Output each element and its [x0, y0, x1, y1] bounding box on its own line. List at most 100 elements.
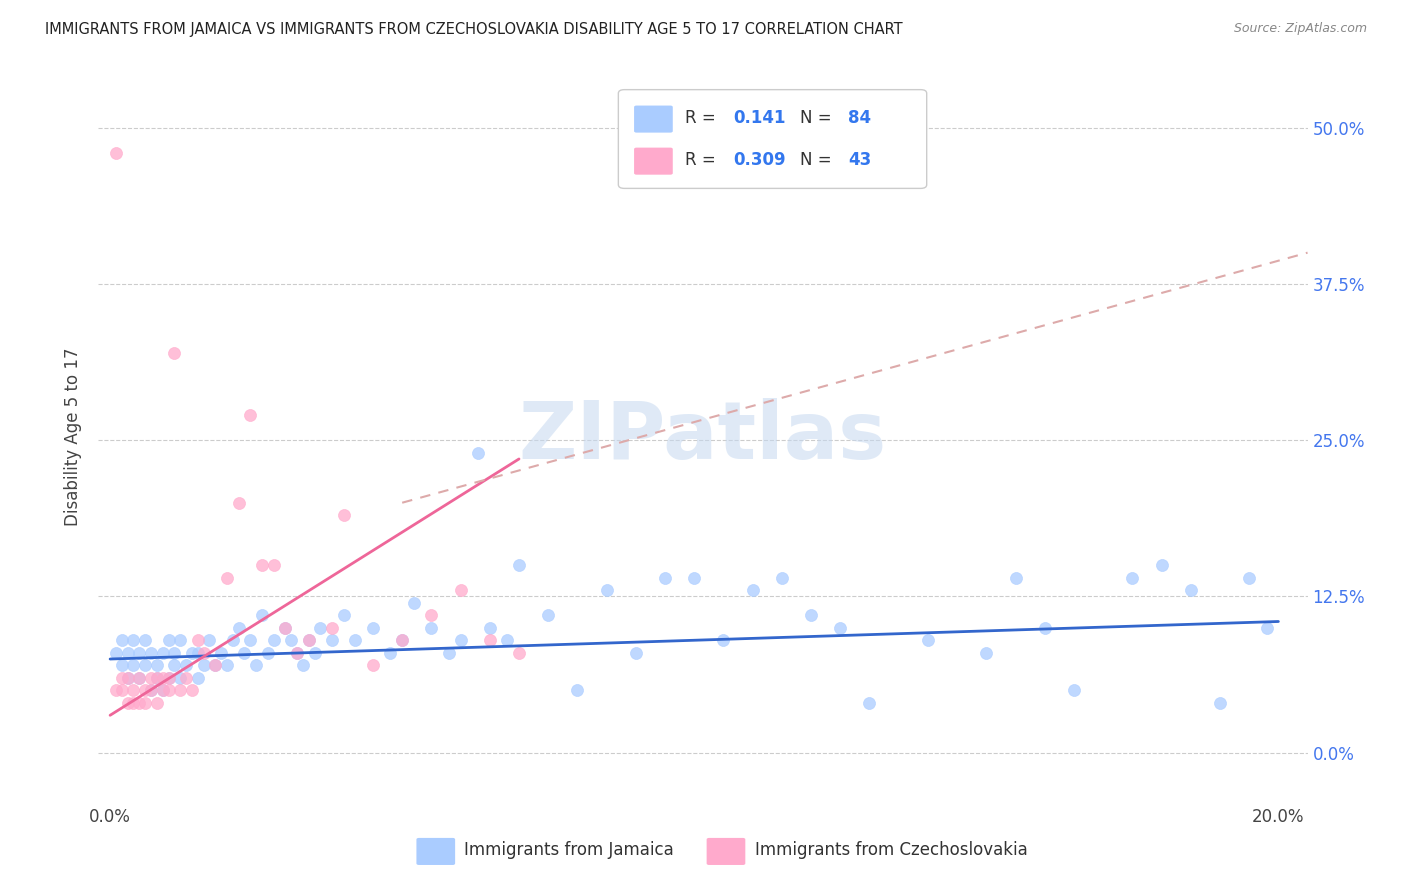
Point [174, 658, 197, 673]
Point [450, 633, 472, 648]
Point [180, 683, 202, 698]
Point [321, 621, 343, 635]
FancyBboxPatch shape [707, 838, 745, 865]
Point [111, 633, 134, 648]
Text: Immigrants from Jamaica: Immigrants from Jamaica [464, 841, 673, 859]
Point [128, 671, 150, 685]
Point [152, 683, 174, 698]
Point [228, 496, 250, 510]
Point [508, 558, 530, 573]
Point [361, 621, 384, 635]
Point [770, 571, 793, 585]
Point [450, 583, 472, 598]
Point [285, 646, 308, 660]
Point [1004, 571, 1026, 585]
Point [187, 671, 209, 685]
Point [858, 696, 880, 710]
Point [654, 571, 676, 585]
Point [117, 671, 139, 685]
Point [134, 633, 156, 648]
Point [1256, 621, 1278, 635]
Point [111, 658, 134, 673]
Point [215, 571, 238, 585]
Text: 43: 43 [848, 151, 872, 169]
Point [274, 621, 297, 635]
Text: IMMIGRANTS FROM JAMAICA VS IMMIGRANTS FROM CZECHOSLOVAKIA DISABILITY AGE 5 TO 17: IMMIGRANTS FROM JAMAICA VS IMMIGRANTS FR… [45, 22, 903, 37]
Point [163, 658, 186, 673]
Point [134, 683, 156, 698]
Point [437, 646, 460, 660]
Point [1209, 696, 1232, 710]
Point [169, 671, 191, 685]
Point [800, 608, 823, 623]
Point [117, 646, 139, 660]
Point [104, 683, 127, 698]
Point [204, 658, 226, 673]
Point [169, 633, 191, 648]
Point [280, 633, 302, 648]
Point [321, 633, 343, 648]
FancyBboxPatch shape [619, 90, 927, 188]
Point [245, 658, 267, 673]
Point [537, 608, 560, 623]
Text: Immigrants from Czechoslovakia: Immigrants from Czechoslovakia [755, 841, 1028, 859]
Point [128, 646, 150, 660]
Point [163, 646, 186, 660]
Point [291, 658, 314, 673]
Point [163, 345, 186, 359]
Point [198, 633, 221, 648]
Text: R =: R = [685, 109, 721, 127]
Point [713, 633, 735, 648]
Point [122, 683, 145, 698]
Point [1180, 583, 1202, 598]
Point [187, 646, 209, 660]
Point [146, 671, 169, 685]
Point [285, 646, 308, 660]
Point [174, 671, 197, 685]
Point [122, 658, 145, 673]
Point [250, 558, 273, 573]
Point [1237, 571, 1260, 585]
Point [152, 683, 174, 698]
Point [209, 646, 232, 660]
Point [683, 571, 706, 585]
Point [508, 646, 530, 660]
Point [104, 145, 127, 160]
FancyBboxPatch shape [416, 838, 456, 865]
Y-axis label: Disability Age 5 to 17: Disability Age 5 to 17 [65, 348, 83, 526]
Point [478, 633, 501, 648]
Point [402, 596, 425, 610]
Point [111, 683, 134, 698]
Text: 0.141: 0.141 [734, 109, 786, 127]
Point [187, 633, 209, 648]
Point [344, 633, 367, 648]
Point [917, 633, 939, 648]
Point [239, 633, 262, 648]
Point [146, 671, 169, 685]
Point [139, 683, 162, 698]
Text: 0.309: 0.309 [734, 151, 786, 169]
Point [215, 658, 238, 673]
Point [830, 621, 852, 635]
Point [332, 508, 354, 523]
Point [222, 633, 245, 648]
Point [380, 646, 402, 660]
Point [193, 646, 215, 660]
Text: ZIPatlas: ZIPatlas [519, 398, 887, 476]
Point [128, 671, 150, 685]
Point [1121, 571, 1143, 585]
Point [478, 621, 501, 635]
Point [567, 683, 589, 698]
Text: 84: 84 [848, 109, 872, 127]
Point [157, 671, 180, 685]
Point [1033, 621, 1056, 635]
Point [420, 621, 443, 635]
Point [152, 646, 174, 660]
Point [274, 621, 297, 635]
Point [111, 671, 134, 685]
Text: N =: N = [800, 151, 837, 169]
Point [624, 646, 647, 660]
Point [157, 671, 180, 685]
Point [117, 671, 139, 685]
Point [139, 683, 162, 698]
